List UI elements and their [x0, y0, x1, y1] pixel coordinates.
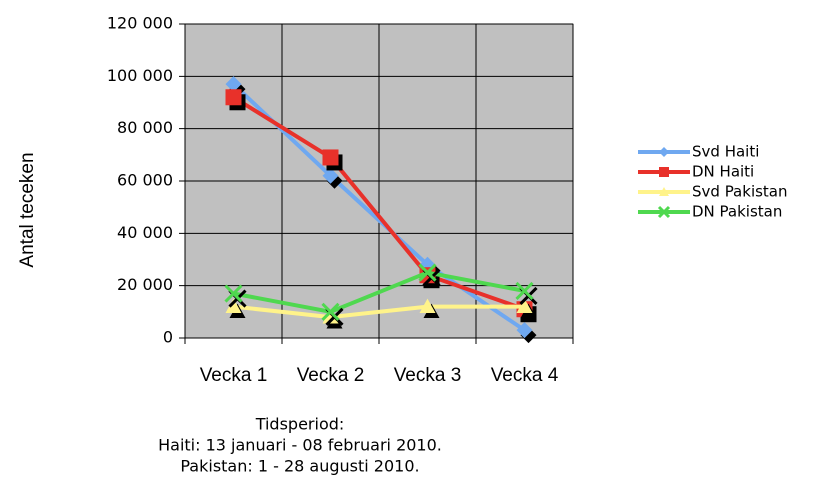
x-tick-label: Vecka 4	[491, 365, 559, 386]
legend-label: Svd Pakistan	[692, 183, 788, 201]
y-tick-label: 20 000	[117, 275, 173, 294]
x-tick-label: Vecka 1	[200, 365, 268, 386]
series-line	[233, 304, 525, 320]
y-tick-label: 80 000	[117, 118, 173, 137]
series-marker	[321, 302, 340, 321]
legend-marker	[659, 167, 669, 177]
series-marker	[225, 89, 242, 106]
series-marker	[225, 76, 242, 93]
series-marker	[419, 298, 436, 313]
x-tick-label: Vecka 3	[394, 365, 462, 386]
series-marker	[322, 309, 339, 324]
x-axis-title: Pakistan: 1 - 28 augusti 2010.	[180, 457, 419, 476]
legend-label: Svd Haiti	[692, 143, 759, 161]
x-tick-label: Vecka 2	[297, 365, 365, 386]
x-axis-title: Tidsperiod:	[255, 415, 345, 434]
y-axis-title: Antal teceken	[17, 152, 38, 267]
y-tick-label: 120 000	[107, 14, 173, 33]
y-tick-label: 100 000	[107, 66, 173, 85]
series-marker	[516, 298, 533, 313]
series-marker	[515, 281, 534, 300]
series-marker	[224, 284, 243, 303]
legend-marker	[659, 147, 669, 157]
legend-label: DN Pakistan	[692, 203, 782, 221]
series-line	[232, 95, 526, 312]
series-line	[232, 82, 526, 332]
legend-label: DN Haiti	[692, 163, 754, 181]
legend-marker	[659, 187, 669, 196]
series-marker	[322, 167, 339, 184]
y-tick-label: 40 000	[117, 223, 173, 242]
series-marker	[322, 149, 339, 166]
series-marker	[516, 322, 533, 339]
x-axis-title: Haiti: 13 januari - 08 februari 2010.	[158, 436, 442, 455]
series-marker	[225, 298, 242, 313]
legend-marker	[657, 205, 671, 219]
y-tick-label: 0	[163, 328, 173, 347]
series-marker	[418, 263, 437, 282]
y-tick-label: 60 000	[117, 171, 173, 190]
series-line	[233, 270, 525, 314]
